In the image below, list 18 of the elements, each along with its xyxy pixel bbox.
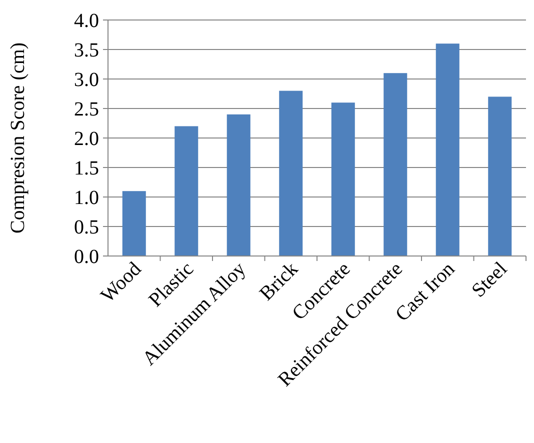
bar bbox=[384, 73, 408, 256]
y-tick-label: 1.0 bbox=[74, 187, 99, 209]
bar bbox=[436, 44, 460, 256]
bar bbox=[279, 90, 303, 256]
y-tick-label: 2.0 bbox=[74, 128, 99, 150]
bar bbox=[122, 191, 146, 256]
y-tick-label: 4.0 bbox=[74, 10, 99, 32]
bar bbox=[174, 126, 198, 256]
y-tick-label: 2.5 bbox=[74, 98, 99, 120]
y-tick-label: 1.5 bbox=[74, 158, 99, 180]
bar bbox=[226, 114, 250, 256]
bar bbox=[331, 102, 355, 256]
bar bbox=[488, 96, 512, 256]
y-axis-title: Compresion Score (cm) bbox=[7, 42, 29, 234]
y-tick-label: 3.0 bbox=[74, 69, 99, 91]
y-tick-label: 0.5 bbox=[74, 216, 99, 238]
y-tick-label: 3.5 bbox=[74, 40, 99, 62]
y-tick-label: 0.0 bbox=[74, 246, 99, 268]
